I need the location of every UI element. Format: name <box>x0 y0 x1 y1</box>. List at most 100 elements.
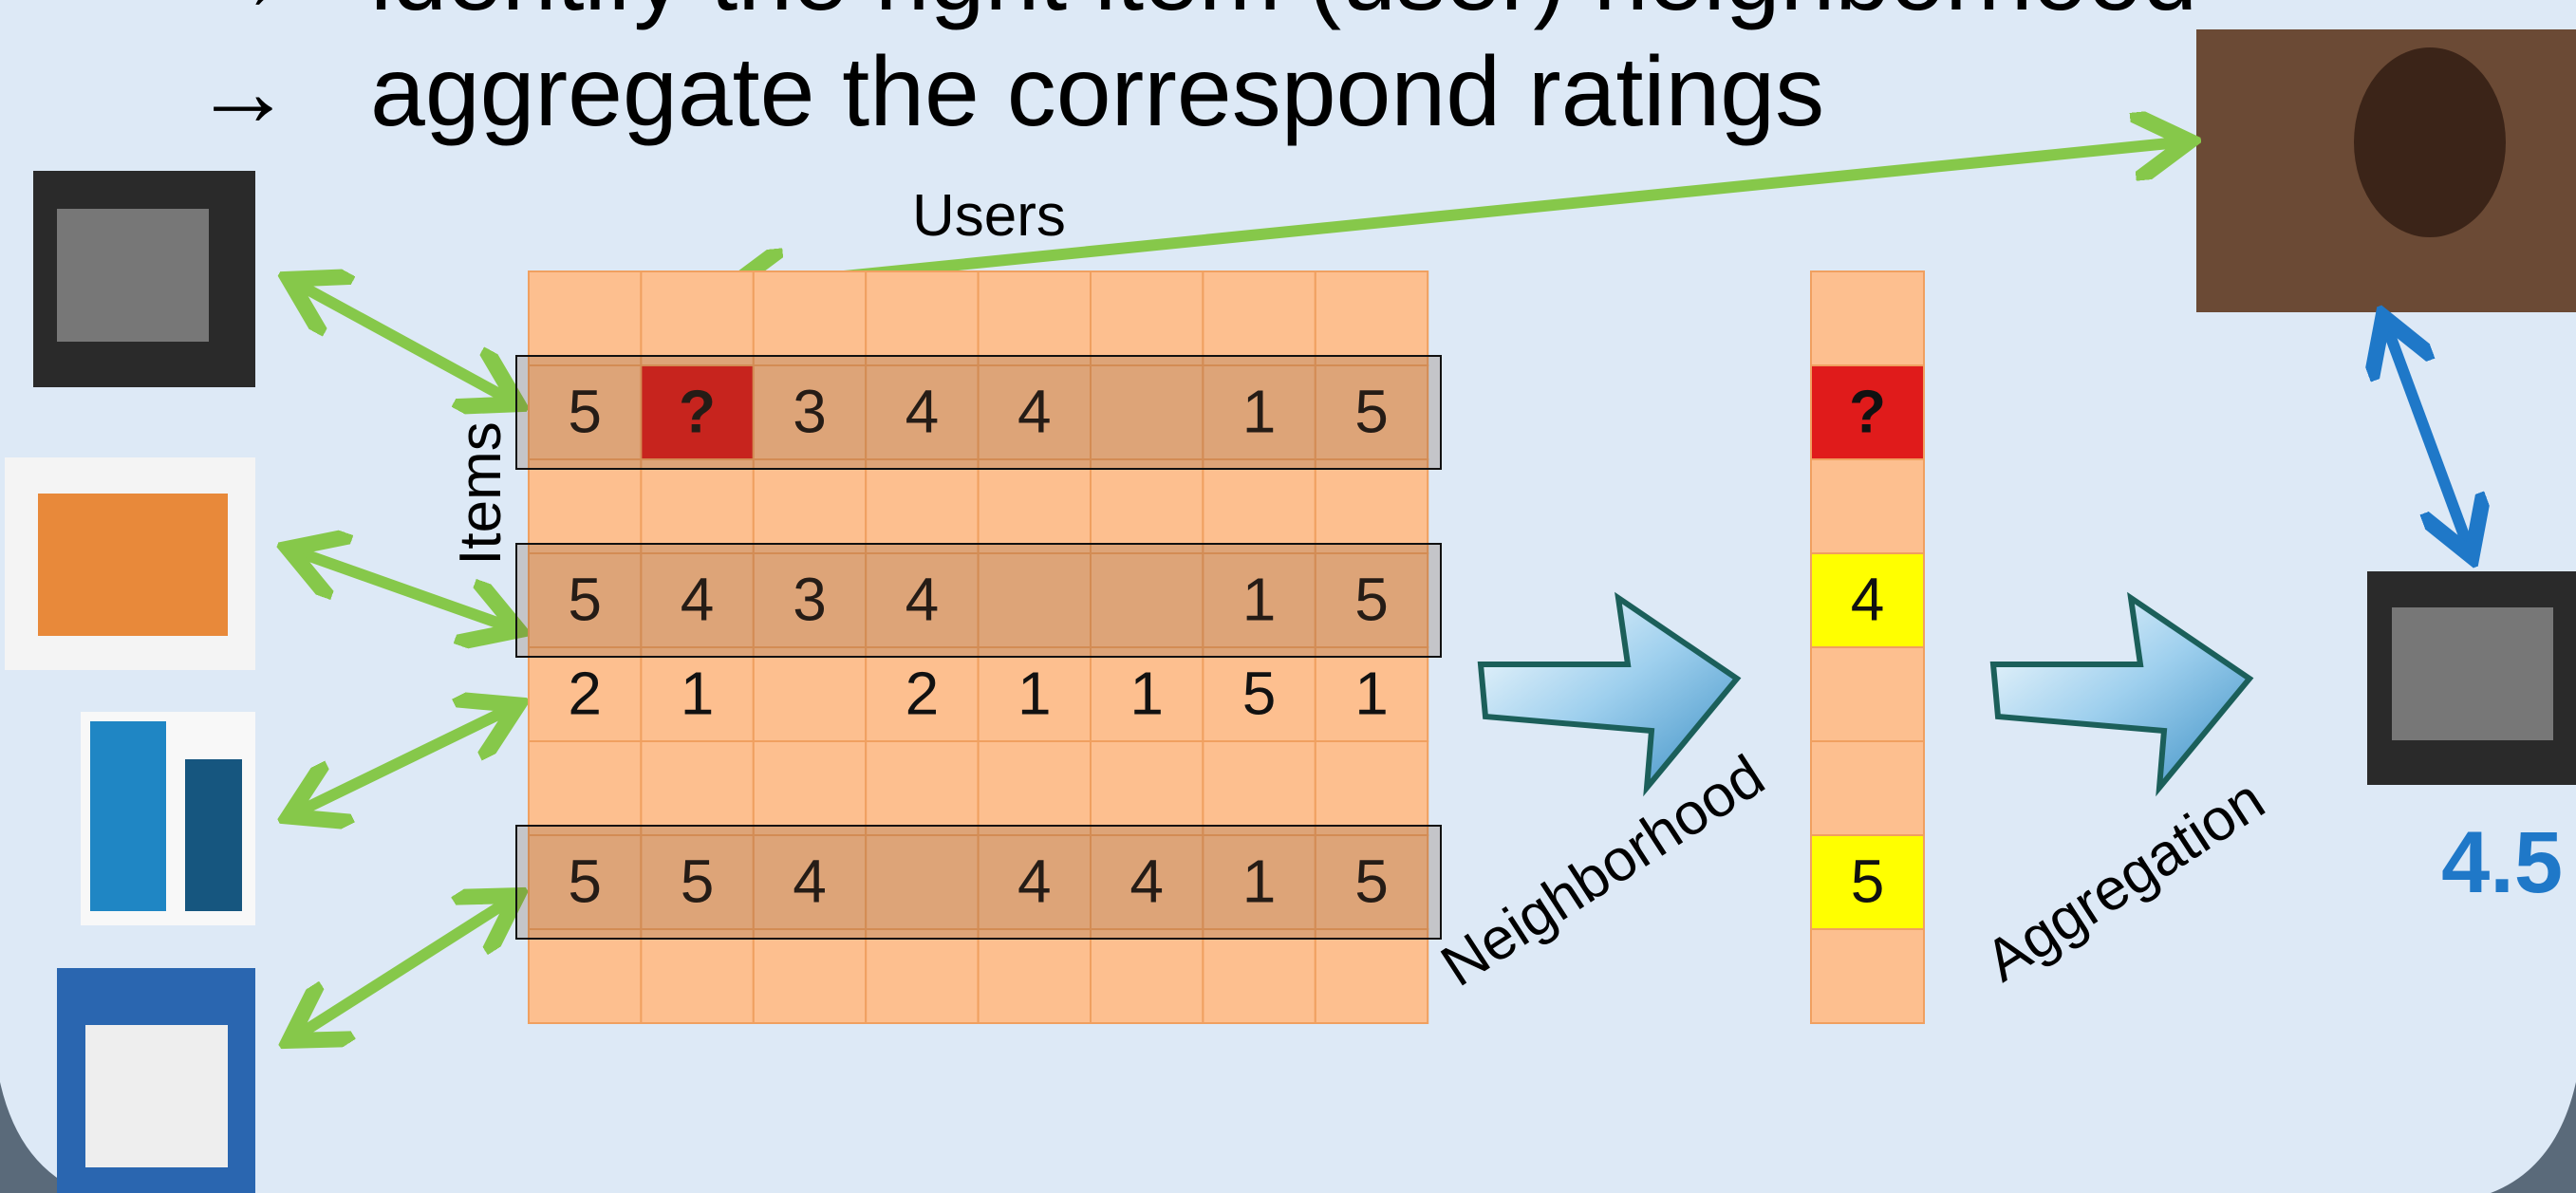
cell <box>1202 364 1316 460</box>
cell-value: ? <box>679 377 716 445</box>
cell <box>1090 364 1204 460</box>
cell <box>640 740 755 836</box>
cell <box>1314 364 1429 460</box>
image-detail <box>185 759 242 911</box>
cell <box>1810 552 1925 648</box>
cell <box>865 458 980 554</box>
cell <box>1202 458 1316 554</box>
cell <box>865 834 980 930</box>
neighborhood-row <box>515 543 1442 658</box>
cell-value: 5 <box>1242 659 1277 727</box>
cell <box>752 740 868 836</box>
cell <box>865 928 980 1024</box>
cell <box>1314 458 1429 554</box>
cell <box>752 552 868 648</box>
cell <box>1202 552 1316 648</box>
bullet-arrow: → <box>194 0 292 31</box>
cell-value: 5 <box>1851 847 1885 915</box>
cell <box>1314 270 1429 366</box>
cell-value: 4 <box>1129 847 1164 915</box>
neighborhood-row <box>515 355 1442 470</box>
cell <box>640 928 755 1024</box>
image-detail <box>2354 47 2506 237</box>
arrow <box>299 552 508 626</box>
cell <box>528 458 643 554</box>
cell <box>528 364 643 460</box>
cell <box>528 740 643 836</box>
items-label: Items <box>448 421 513 566</box>
cell <box>977 740 1092 836</box>
cell <box>1314 552 1429 648</box>
cell <box>1810 458 1925 554</box>
arrow <box>2387 327 2468 546</box>
cell <box>752 270 868 366</box>
item-images <box>5 29 2576 1193</box>
cell-value: 4 <box>681 565 715 633</box>
cell-value: 1 <box>1354 659 1389 727</box>
big-arrow <box>1477 591 1742 797</box>
cell-value: 5 <box>681 847 715 915</box>
cell-value: 5 <box>1354 847 1389 915</box>
cell <box>977 552 1092 648</box>
cell-value: 1 <box>1129 659 1164 727</box>
cell-value: 4 <box>793 847 827 915</box>
cell <box>1314 928 1429 1024</box>
cell <box>640 458 755 554</box>
cell-value: 1 <box>1242 847 1277 915</box>
image-detail <box>2392 607 2553 740</box>
corner <box>2491 1082 2576 1193</box>
arrow <box>740 142 2178 287</box>
cell <box>1810 928 1925 1024</box>
cell-value: 5 <box>568 847 602 915</box>
cell <box>640 270 755 366</box>
cell <box>1090 834 1204 930</box>
neighborhood-row <box>515 825 1442 940</box>
neighbor-column: ? 4 5 <box>1810 270 1925 1024</box>
cell <box>977 458 1092 554</box>
image-detail <box>90 721 166 911</box>
arrow <box>299 902 508 1035</box>
bullet-text: identify the right item (user) neighborh… <box>370 0 2197 31</box>
cell <box>1090 270 1204 366</box>
cell <box>640 834 755 930</box>
cell-value: 1 <box>1242 377 1277 445</box>
bullet-arrow: → <box>194 37 292 147</box>
cell-value: 5 <box>1354 565 1389 633</box>
cell <box>528 928 643 1024</box>
cell <box>865 740 980 836</box>
cell-value: 5 <box>1354 377 1389 445</box>
cell-value: 3 <box>793 565 827 633</box>
cell <box>1202 834 1316 930</box>
users-label: Users <box>912 183 1066 249</box>
cell <box>1090 458 1204 554</box>
cell-value: ? <box>1849 377 1886 445</box>
cell-value: 4 <box>1017 847 1052 915</box>
cell <box>640 552 755 648</box>
arrows <box>299 142 2178 1035</box>
cell-value: 2 <box>568 659 602 727</box>
arrow <box>299 710 508 811</box>
cell <box>1202 928 1316 1024</box>
cell <box>752 646 868 742</box>
image-detail <box>85 1025 228 1167</box>
cell <box>1090 552 1204 648</box>
bullet-text: aggregate the correspond ratings <box>370 37 1824 147</box>
cell <box>1810 646 1925 742</box>
prediction: 4.5 <box>2441 814 2563 911</box>
cell-value: 4 <box>1017 377 1052 445</box>
cell <box>1090 928 1204 1024</box>
cell <box>1202 740 1316 836</box>
cell-value: 5 <box>568 565 602 633</box>
cell-value: 4 <box>905 377 940 445</box>
cell-value: 1 <box>681 659 715 727</box>
cell-value: 3 <box>793 377 827 445</box>
cell <box>1810 270 1925 366</box>
cell <box>977 364 1092 460</box>
cell-value: 4 <box>905 565 940 633</box>
image-detail <box>38 494 228 636</box>
cell <box>1202 270 1316 366</box>
cell <box>1314 740 1429 836</box>
cell <box>865 270 980 366</box>
